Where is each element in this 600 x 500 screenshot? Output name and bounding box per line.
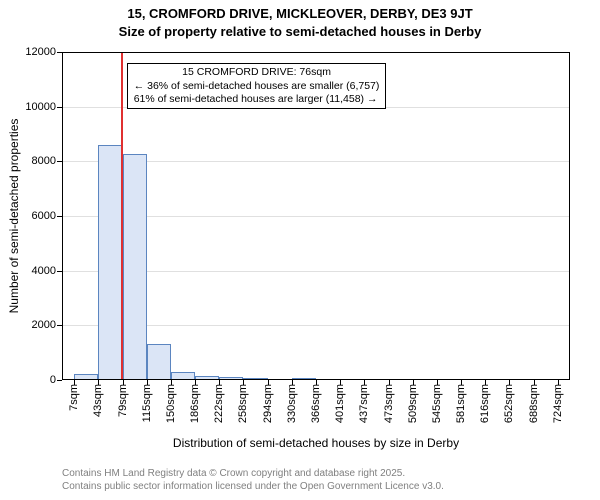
ytick-label: 10000 [25, 101, 62, 113]
ytick-label: 6000 [32, 210, 62, 222]
xtick-label: 150sqm [165, 384, 177, 423]
xtick-label: 330sqm [286, 384, 298, 423]
xtick-label: 366sqm [310, 384, 322, 423]
ytick-label: 12000 [25, 46, 62, 58]
xtick-label: 79sqm [117, 384, 129, 417]
attribution-line: Contains public sector information licen… [62, 481, 444, 494]
annotation-line: ← 36% of semi-detached houses are smalle… [134, 80, 380, 93]
ytick-label: 8000 [32, 155, 62, 167]
xtick-label: 115sqm [141, 384, 153, 422]
yaxis-label: Number of semi-detached properties [7, 119, 21, 314]
xaxis-label: Distribution of semi-detached houses by … [173, 436, 459, 450]
ytick-label: 2000 [32, 319, 62, 331]
attribution-line: Contains HM Land Registry data © Crown c… [62, 468, 444, 481]
attribution: Contains HM Land Registry data © Crown c… [62, 468, 444, 493]
xtick-label: 652sqm [503, 384, 515, 423]
xtick-label: 186sqm [189, 384, 201, 423]
ytick-label: 0 [50, 374, 62, 386]
xtick-label: 724sqm [552, 384, 564, 423]
xtick-label: 437sqm [358, 384, 370, 423]
ytick-label: 4000 [32, 265, 62, 277]
xtick-label: 258sqm [237, 384, 249, 423]
xtick-label: 509sqm [407, 384, 419, 423]
xtick-label: 43sqm [92, 384, 104, 417]
chart-title: 15, CROMFORD DRIVE, MICKLEOVER, DERBY, D… [0, 6, 600, 22]
chart-subtitle: Size of property relative to semi-detach… [0, 24, 600, 40]
xtick-label: 294sqm [262, 384, 274, 423]
xtick-label: 222sqm [213, 384, 225, 423]
xtick-label: 7sqm [68, 384, 80, 411]
xtick-label: 581sqm [455, 384, 467, 423]
annotation-line: 15 CROMFORD DRIVE: 76sqm [134, 66, 380, 79]
xtick-label: 401sqm [334, 384, 346, 423]
plot-area: 0200040006000800010000120007sqm43sqm79sq… [62, 52, 570, 380]
xtick-label: 688sqm [528, 384, 540, 423]
annotation-box: 15 CROMFORD DRIVE: 76sqm← 36% of semi-de… [127, 63, 387, 108]
xtick-label: 616sqm [479, 384, 491, 423]
annotation-line: 61% of semi-detached houses are larger (… [134, 93, 380, 106]
xtick-label: 545sqm [431, 384, 443, 423]
xtick-label: 473sqm [383, 384, 395, 423]
